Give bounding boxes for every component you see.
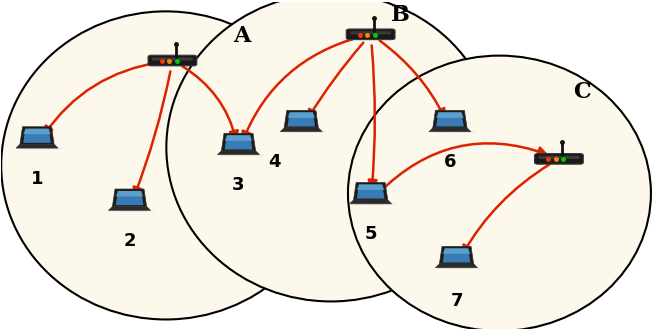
Text: 2: 2 [123, 232, 136, 250]
Polygon shape [23, 129, 51, 134]
Text: 5: 5 [364, 225, 377, 243]
Polygon shape [284, 110, 318, 128]
FancyBboxPatch shape [350, 31, 391, 34]
FancyArrowPatch shape [182, 66, 238, 139]
Polygon shape [433, 110, 467, 128]
FancyArrowPatch shape [369, 45, 377, 188]
Polygon shape [443, 248, 470, 262]
Polygon shape [436, 112, 464, 126]
FancyBboxPatch shape [148, 55, 197, 66]
FancyBboxPatch shape [152, 57, 193, 61]
FancyBboxPatch shape [346, 29, 395, 40]
Text: 4: 4 [269, 153, 281, 171]
Polygon shape [116, 191, 144, 196]
Polygon shape [280, 128, 322, 132]
Polygon shape [440, 247, 473, 264]
FancyBboxPatch shape [539, 156, 579, 159]
Polygon shape [354, 182, 388, 200]
Ellipse shape [109, 210, 155, 212]
Polygon shape [20, 127, 54, 145]
Polygon shape [116, 191, 144, 205]
Polygon shape [436, 264, 477, 268]
FancyArrowPatch shape [134, 71, 170, 195]
Ellipse shape [17, 148, 63, 149]
Polygon shape [16, 144, 58, 148]
FancyArrowPatch shape [380, 41, 444, 117]
FancyArrowPatch shape [44, 62, 162, 134]
Polygon shape [23, 129, 51, 143]
Ellipse shape [352, 38, 389, 40]
Polygon shape [221, 133, 256, 151]
FancyArrowPatch shape [308, 43, 363, 117]
FancyArrowPatch shape [243, 37, 360, 139]
Polygon shape [109, 207, 150, 211]
Polygon shape [357, 184, 385, 190]
Polygon shape [350, 200, 392, 204]
Polygon shape [217, 151, 260, 155]
Ellipse shape [430, 131, 475, 133]
Polygon shape [443, 248, 470, 254]
Polygon shape [224, 135, 252, 149]
Polygon shape [436, 112, 464, 118]
Ellipse shape [540, 162, 577, 164]
Text: 7: 7 [450, 292, 463, 311]
Ellipse shape [1, 11, 330, 319]
Polygon shape [287, 112, 315, 126]
Ellipse shape [348, 56, 651, 330]
Text: 6: 6 [444, 153, 456, 171]
Ellipse shape [281, 131, 327, 133]
Polygon shape [429, 128, 471, 132]
Ellipse shape [218, 154, 264, 156]
FancyArrowPatch shape [463, 165, 549, 253]
Ellipse shape [166, 0, 496, 301]
FancyBboxPatch shape [534, 153, 583, 164]
FancyArrowPatch shape [378, 143, 546, 193]
Text: A: A [233, 25, 250, 47]
Ellipse shape [154, 64, 191, 66]
Polygon shape [224, 135, 252, 141]
Ellipse shape [436, 268, 482, 269]
Polygon shape [357, 184, 385, 199]
Text: C: C [573, 81, 591, 103]
Text: 1: 1 [30, 170, 43, 187]
Text: B: B [391, 4, 410, 26]
Polygon shape [287, 112, 315, 118]
Ellipse shape [350, 204, 397, 205]
Text: 3: 3 [232, 176, 245, 194]
Polygon shape [113, 189, 147, 207]
